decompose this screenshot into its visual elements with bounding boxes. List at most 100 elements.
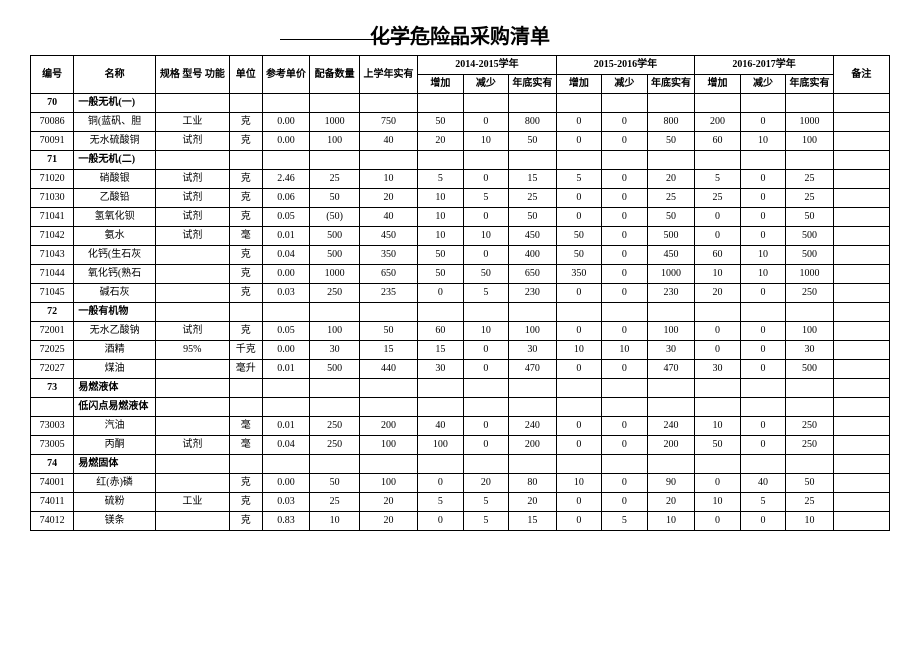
cell: 500 <box>310 227 360 246</box>
cell-empty <box>740 398 785 417</box>
cell: 30 <box>418 360 463 379</box>
cell <box>155 512 229 531</box>
cell: 克 <box>229 132 262 151</box>
cell: 25 <box>310 493 360 512</box>
cell: 0 <box>695 474 740 493</box>
cell: 0.00 <box>262 341 310 360</box>
cell: 克 <box>229 246 262 265</box>
cell: 25 <box>786 189 834 208</box>
cell: 克 <box>229 493 262 512</box>
section-code: 72 <box>31 303 74 322</box>
cell: 71041 <box>31 208 74 227</box>
cell: 10 <box>556 341 601 360</box>
cell-empty <box>359 455 417 474</box>
cell: 25 <box>647 189 695 208</box>
cell: 40 <box>359 208 417 227</box>
col-last: 上学年实有 <box>359 56 417 94</box>
cell: 30 <box>695 360 740 379</box>
cell: 74011 <box>31 493 74 512</box>
cell: 0 <box>556 436 601 455</box>
cell: 0 <box>740 227 785 246</box>
cell: 0 <box>740 170 785 189</box>
cell-empty <box>262 455 310 474</box>
cell-empty <box>463 455 508 474</box>
cell-empty <box>786 398 834 417</box>
cell-empty <box>602 151 647 170</box>
cell: 30 <box>509 341 557 360</box>
cell-empty <box>359 94 417 113</box>
cell: 73003 <box>31 417 74 436</box>
cell: 克 <box>229 512 262 531</box>
cell: 酒精 <box>74 341 155 360</box>
cell-empty <box>695 151 740 170</box>
cell: 0 <box>695 227 740 246</box>
cell: 0 <box>740 189 785 208</box>
cell: 450 <box>509 227 557 246</box>
cell: 0 <box>740 208 785 227</box>
cell: 10 <box>359 170 417 189</box>
cell: 0 <box>556 417 601 436</box>
cell: 25 <box>786 170 834 189</box>
cell <box>833 113 889 132</box>
cell: 氨水 <box>74 227 155 246</box>
cell-empty <box>229 151 262 170</box>
cell <box>155 417 229 436</box>
col-y1-dec: 减少 <box>463 75 508 94</box>
cell: 1000 <box>786 265 834 284</box>
cell: 毫 <box>229 417 262 436</box>
cell: 235 <box>359 284 417 303</box>
cell: 1000 <box>786 113 834 132</box>
cell: 100 <box>359 474 417 493</box>
cell: 铜(蓝矾、胆 <box>74 113 155 132</box>
col-y2-end: 年底实有 <box>647 75 695 94</box>
cell: 10 <box>418 189 463 208</box>
table-row: 71041氢氧化钡试剂克0.05(50)401005000500050 <box>31 208 890 227</box>
cell: 试剂 <box>155 436 229 455</box>
cell-empty <box>695 303 740 322</box>
cell: 0 <box>740 284 785 303</box>
cell-empty <box>556 151 601 170</box>
table-row: 74012镁条克0.831020051505100010 <box>31 512 890 531</box>
cell-empty <box>155 94 229 113</box>
cell: 60 <box>418 322 463 341</box>
cell: 100 <box>418 436 463 455</box>
cell: 50 <box>310 189 360 208</box>
cell: 0 <box>695 208 740 227</box>
cell-empty <box>786 94 834 113</box>
cell <box>833 341 889 360</box>
cell: 0.00 <box>262 265 310 284</box>
cell: 千克 <box>229 341 262 360</box>
cell: 10 <box>556 474 601 493</box>
title-underline <box>280 38 460 40</box>
cell: 50 <box>509 132 557 151</box>
cell: 0 <box>463 360 508 379</box>
cell: 化钙(生石灰 <box>74 246 155 265</box>
section-code: 71 <box>31 151 74 170</box>
col-qty: 配备数量 <box>310 56 360 94</box>
cell: 20 <box>695 284 740 303</box>
cell: 50 <box>556 246 601 265</box>
cell: 0.04 <box>262 246 310 265</box>
cell: 450 <box>359 227 417 246</box>
cell: 10 <box>695 265 740 284</box>
cell: 25 <box>509 189 557 208</box>
cell-empty <box>418 151 463 170</box>
cell-empty <box>556 455 601 474</box>
cell: 煤油 <box>74 360 155 379</box>
cell: 试剂 <box>155 322 229 341</box>
cell: 50 <box>786 474 834 493</box>
cell-empty <box>229 398 262 417</box>
cell-empty <box>647 303 695 322</box>
cell: 100 <box>509 322 557 341</box>
cell: 克 <box>229 474 262 493</box>
cell: 氢氧化钡 <box>74 208 155 227</box>
cell: 470 <box>509 360 557 379</box>
cell: 0 <box>463 113 508 132</box>
cell: 240 <box>509 417 557 436</box>
cell: 0 <box>602 284 647 303</box>
cell: 50 <box>695 436 740 455</box>
table-row: 71043化钙(生石灰克0.04500350500400500450601050… <box>31 246 890 265</box>
cell: 80 <box>509 474 557 493</box>
cell: 20 <box>647 493 695 512</box>
cell: 71042 <box>31 227 74 246</box>
